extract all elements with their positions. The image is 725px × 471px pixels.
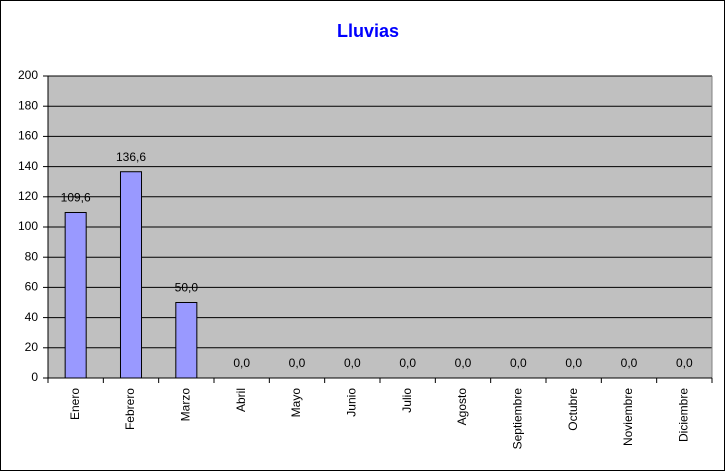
value-label: 50,0 xyxy=(175,281,199,295)
value-label: 0,0 xyxy=(621,356,638,370)
y-tick-label: 0 xyxy=(31,370,38,384)
x-tick-label: Noviembre xyxy=(621,388,635,446)
value-label: 0,0 xyxy=(510,356,527,370)
y-tick-label: 80 xyxy=(25,249,39,263)
x-tick-label: Enero xyxy=(68,388,82,420)
y-tick-label: 60 xyxy=(25,280,39,294)
x-tick-label: Diciembre xyxy=(677,388,691,442)
x-tick-label: Abril xyxy=(234,388,248,412)
x-tick-label: Octubre xyxy=(566,388,580,431)
x-tick-label: Junio xyxy=(345,388,359,417)
y-tick-label: 200 xyxy=(18,68,38,82)
x-tick-label: Julio xyxy=(400,388,414,413)
value-label: 136,6 xyxy=(116,150,146,164)
value-label: 0,0 xyxy=(565,356,582,370)
x-tick-label: Febrero xyxy=(123,388,137,430)
bar xyxy=(119,171,143,379)
chart-title: Lluvias xyxy=(337,21,399,41)
x-tick-label: Marzo xyxy=(179,388,193,422)
value-label: 0,0 xyxy=(455,356,472,370)
y-tick-label: 20 xyxy=(25,340,39,354)
y-tick-label: 100 xyxy=(18,219,38,233)
y-tick-label: 140 xyxy=(18,159,38,173)
y-tick-label: 120 xyxy=(18,189,38,203)
value-label: 0,0 xyxy=(233,356,250,370)
value-label: 0,0 xyxy=(289,356,306,370)
y-tick-label: 40 xyxy=(25,310,39,324)
value-label: 0,0 xyxy=(399,356,416,370)
value-label: 0,0 xyxy=(676,356,693,370)
value-label: 109,6 xyxy=(61,191,91,205)
x-tick-label: Mayo xyxy=(289,388,303,418)
bar xyxy=(175,302,198,379)
y-tick-label: 160 xyxy=(18,129,38,143)
bar xyxy=(64,212,87,379)
x-tick-label: Septiembre xyxy=(511,388,525,450)
value-label: 0,0 xyxy=(344,356,361,370)
x-tick-label: Agosto xyxy=(455,388,469,426)
y-tick-label: 180 xyxy=(18,98,38,112)
